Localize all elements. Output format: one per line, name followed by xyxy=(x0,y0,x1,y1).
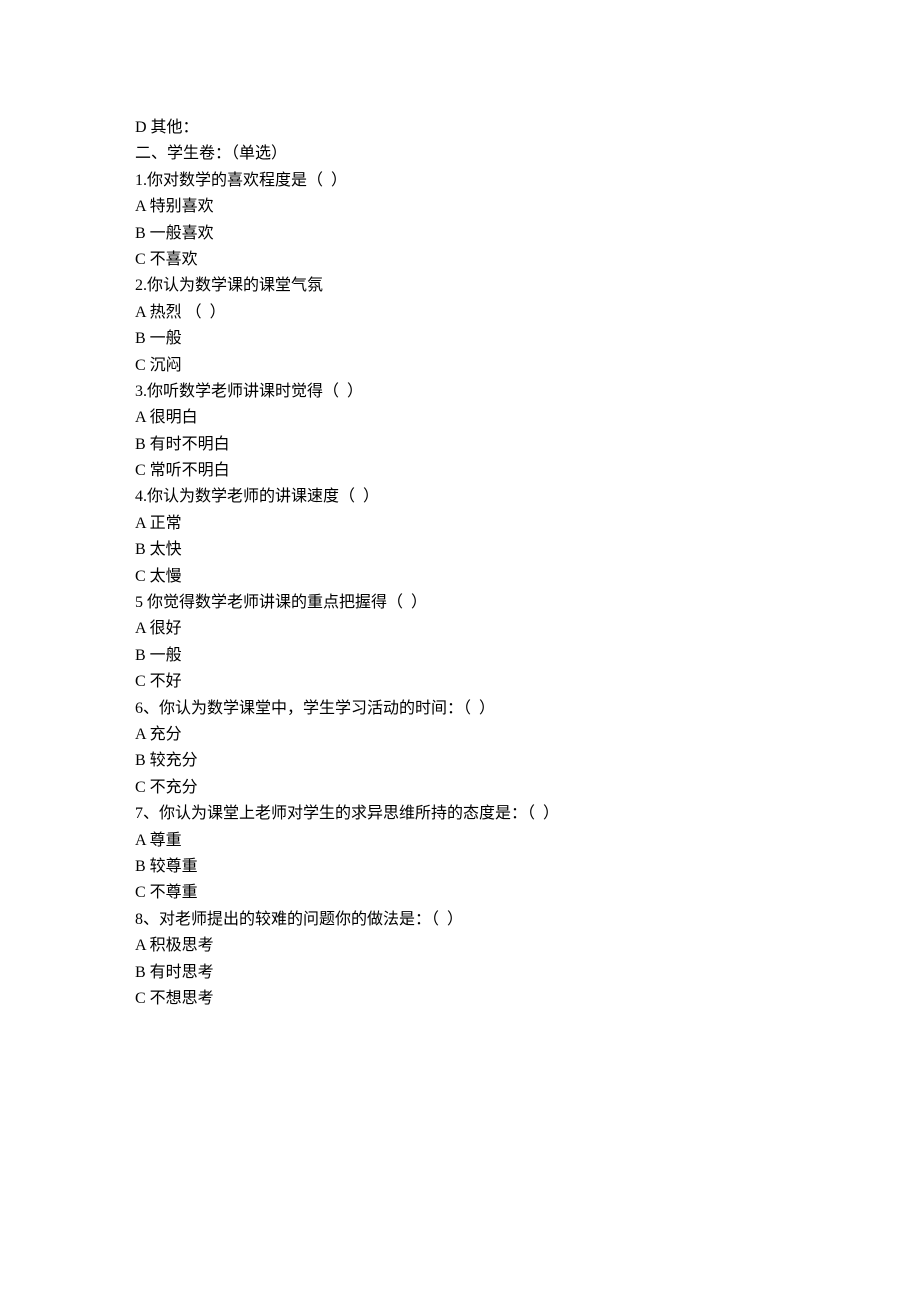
text-line: C 不好 xyxy=(135,669,920,695)
text-line: B 有时思考 xyxy=(135,960,920,986)
text-line: A 很明白 xyxy=(135,405,920,431)
text-line: 4.你认为数学老师的讲课速度（ ） xyxy=(135,484,920,510)
text-line: 8、对老师提出的较难的问题你的做法是：（ ） xyxy=(135,907,920,933)
text-line: D 其他： xyxy=(135,115,920,141)
text-line: A 积极思考 xyxy=(135,933,920,959)
text-line: C 常听不明白 xyxy=(135,458,920,484)
text-line: C 太慢 xyxy=(135,564,920,590)
text-line: C 不充分 xyxy=(135,775,920,801)
text-line: 5 你觉得数学老师讲课的重点把握得（ ） xyxy=(135,590,920,616)
text-line: A 尊重 xyxy=(135,828,920,854)
text-line: B 较充分 xyxy=(135,748,920,774)
text-line: B 一般 xyxy=(135,326,920,352)
text-line: 二、学生卷：（单选） xyxy=(135,141,920,167)
text-line: C 不想思考 xyxy=(135,986,920,1012)
text-line: B 一般 xyxy=(135,643,920,669)
text-line: B 一般喜欢 xyxy=(135,221,920,247)
text-line: C 不尊重 xyxy=(135,880,920,906)
text-line: B 较尊重 xyxy=(135,854,920,880)
text-line: C 沉闷 xyxy=(135,353,920,379)
text-line: B 太快 xyxy=(135,537,920,563)
text-line: C 不喜欢 xyxy=(135,247,920,273)
text-line: B 有时不明白 xyxy=(135,432,920,458)
text-line: A 很好 xyxy=(135,616,920,642)
text-line: 3.你听数学老师讲课时觉得（ ） xyxy=(135,379,920,405)
text-line: A 正常 xyxy=(135,511,920,537)
text-line: 2.你认为数学课的课堂气氛 xyxy=(135,273,920,299)
text-line: 6、你认为数学课堂中，学生学习活动的时间：（ ） xyxy=(135,696,920,722)
text-line: 7、你认为课堂上老师对学生的求异思维所持的态度是：（ ） xyxy=(135,801,920,827)
text-line: A 热烈 （ ） xyxy=(135,300,920,326)
text-line: A 特别喜欢 xyxy=(135,194,920,220)
text-line: A 充分 xyxy=(135,722,920,748)
text-line: 1.你对数学的喜欢程度是（ ） xyxy=(135,168,920,194)
